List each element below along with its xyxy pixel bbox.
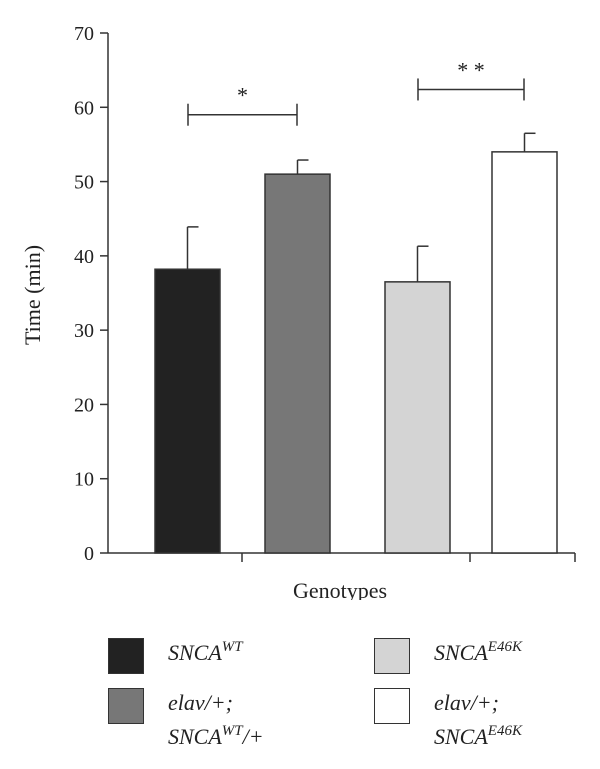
bar-elav_wt	[264, 173, 331, 554]
legend-item-elav-snca-e46k: elav/+; SNCAE46K	[374, 688, 522, 754]
bar-e46k	[384, 281, 451, 554]
bar-chart: 0 10 20 30 40 50 60 70 * * * Time (min) Genotype…	[20, 23, 576, 600]
legend-label-elav-snca-e46k: elav/+; SNCAE46K	[434, 690, 522, 749]
y-tick-label: 50	[74, 172, 94, 194]
legend-item-elav-snca-wt: elav/+; SNCAWT/+	[108, 688, 264, 754]
sig-label-1: * *	[457, 57, 485, 82]
legend-swatch-snca-wt	[108, 638, 144, 674]
legend-label-elav-snca-wt: elav/+; SNCAWT/+	[168, 690, 264, 749]
y-axis-title: Time (min)	[20, 245, 45, 345]
bars	[154, 132, 558, 554]
bar-wt	[154, 268, 221, 554]
y-tick-label: 0	[84, 543, 94, 565]
y-tick-label: 30	[74, 320, 94, 342]
y-axis: 0 10 20 30 40 50 60 70	[74, 23, 109, 565]
legend-item-snca-e46k: SNCAE46K	[374, 638, 522, 674]
legend-swatch-elav-snca-e46k	[374, 688, 410, 724]
y-tick-label: 10	[74, 469, 94, 491]
legend-swatch-elav-snca-wt	[108, 688, 144, 724]
y-tick-label: 20	[74, 394, 94, 416]
y-tick-label: 60	[74, 97, 94, 119]
y-tick-label: 40	[74, 246, 94, 268]
legend-label-snca-wt: SNCAWT	[168, 639, 243, 666]
significance-brackets: * * *	[187, 57, 525, 126]
legend-label-snca-e46k: SNCAE46K	[434, 639, 522, 666]
legend-item-snca-wt: SNCAWT	[108, 638, 243, 674]
x-axis-title: Genotypes	[293, 578, 387, 600]
x-axis	[108, 552, 576, 562]
legend-swatch-snca-e46k	[374, 638, 410, 674]
sig-label-0: *	[237, 83, 248, 108]
bar-elav_e46k	[491, 151, 558, 554]
y-tick-label: 70	[74, 23, 94, 45]
